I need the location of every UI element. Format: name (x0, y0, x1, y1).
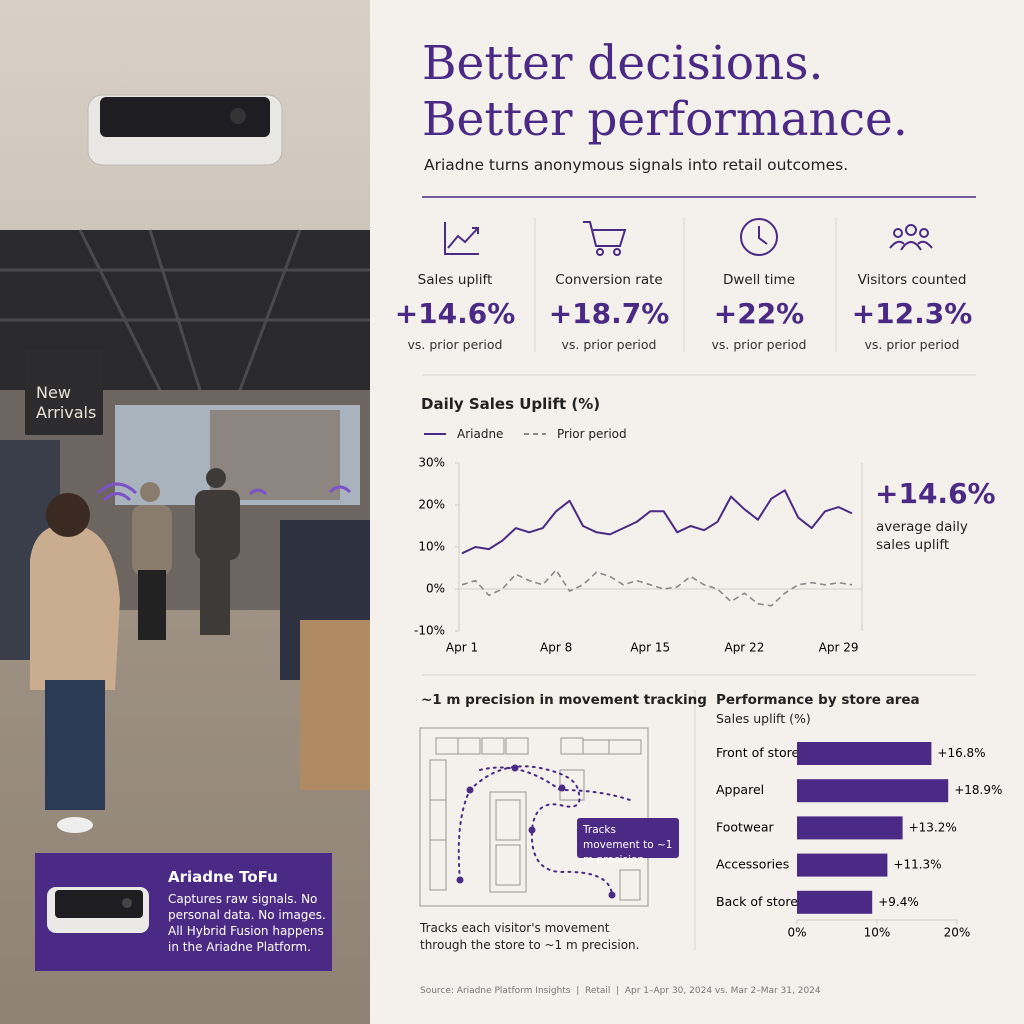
kpi-note: vs. prior period (561, 337, 657, 352)
section-title: ~1 m precision in movement tracking (421, 692, 707, 708)
product-image (47, 887, 149, 933)
store-sign: New Arrivals (36, 383, 97, 422)
card-body: Captures raw signals. No personal data. … (168, 892, 326, 954)
subtitle: Ariadne turns anonymous signals into ret… (424, 156, 849, 174)
kpi-label: Visitors counted (857, 272, 967, 288)
title-line: Better performance. (422, 92, 908, 147)
source: Source: Ariadne Platform Insights | Reta… (420, 986, 821, 996)
kpi-icons (444, 218, 933, 256)
kpi-value: +14.6% (394, 297, 516, 330)
kpi-note: vs. prior period (407, 337, 503, 352)
title-line: Better decisions. (422, 36, 824, 91)
kpi-value: +18.7% (548, 297, 670, 330)
chart-title: Daily Sales Uplift (%) (421, 395, 601, 413)
store-photo (0, 0, 370, 1024)
content-panel (370, 0, 1024, 1024)
floor-plan (419, 727, 649, 907)
annotation-value: +14.6% (875, 477, 996, 510)
kpi-label: Sales uplift (417, 272, 493, 288)
kpi-note: vs. prior period (711, 337, 807, 352)
chart-subtitle: Sales uplift (%) (716, 711, 811, 726)
annotation-text: average daily sales uplift (876, 519, 968, 553)
callout-box (577, 818, 679, 858)
callout-text: Tracks movement to ~1 m precision (583, 824, 673, 866)
card-title: Ariadne ToFu (168, 868, 278, 886)
kpi-dividers (534, 218, 837, 352)
kpi-value: +12.3% (851, 297, 973, 330)
legend-label: Ariadne (457, 427, 504, 441)
kpi-label: Dwell time (722, 272, 796, 288)
kpi-value: +22% (713, 297, 805, 330)
chart-title: Performance by store area (716, 692, 920, 708)
kpi-note: vs. prior period (864, 337, 960, 352)
legend-label: Prior period (557, 427, 627, 441)
track-points (456, 764, 616, 899)
kpi-label: Conversion rate (555, 272, 663, 288)
caption: Tracks each visitor's movement through t… (420, 921, 640, 952)
